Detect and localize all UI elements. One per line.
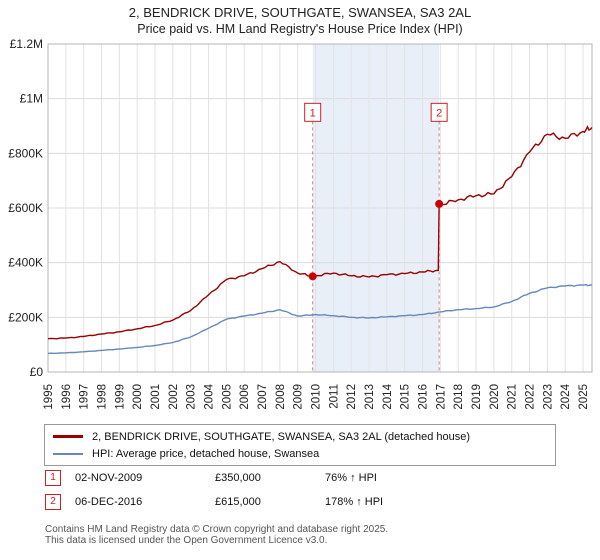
sale-1-marker-box: 1 [45, 470, 61, 486]
license-line-2: This data is licensed under the Open Gov… [45, 535, 328, 546]
legend-line-property [53, 435, 83, 438]
sale-point-dot [435, 199, 444, 208]
x-tick-label: 1997 [79, 384, 91, 410]
legend-label-hpi: HPI: Average price, detached house, Swan… [92, 447, 320, 460]
sale-marker-number: 1 [310, 107, 316, 119]
legend-line-hpi [53, 452, 83, 455]
x-tick-label: 2000 [132, 384, 144, 410]
page-title: 2, BENDRICK DRIVE, SOUTHGATE, SWANSEA, S… [128, 5, 472, 20]
x-tick-label: 2015 [400, 384, 412, 410]
sale-marker-box [304, 102, 322, 122]
x-tick-label: 2004 [204, 383, 216, 409]
x-tick-label: 2019 [471, 384, 483, 410]
y-tick-label: £1M [20, 92, 43, 106]
sale-row-2: 2 06-DEC-2016 £615,000 178% ↑ HPI [45, 494, 585, 510]
page-subtitle: Price paid vs. HM Land Registry's House … [137, 22, 463, 36]
legend-item-property: 2, BENDRICK DRIVE, SOUTHGATE, SWANSEA, S… [53, 428, 547, 445]
series-line-hpi [47, 283, 593, 355]
chart-titles: 2, BENDRICK DRIVE, SOUTHGATE, SWANSEA, S… [0, 5, 600, 37]
sale-2-marker-box: 2 [45, 494, 61, 510]
x-tick-label: 2013 [364, 384, 376, 410]
x-tick-label: 2014 [382, 383, 394, 409]
x-tick-label: 2021 [507, 384, 519, 410]
sale-row-1: 1 02-NOV-2009 £350,000 76% ↑ HPI [45, 470, 585, 486]
x-tick-label: 2007 [257, 384, 269, 410]
y-tick-label: £0 [30, 365, 44, 379]
x-tick-label: 2012 [346, 384, 358, 410]
x-tick-label: 2020 [489, 384, 501, 410]
sale-marker-box [430, 102, 448, 122]
y-tick-label: £800K [8, 146, 43, 160]
legend-label-property: 2, BENDRICK DRIVE, SOUTHGATE, SWANSEA, S… [92, 430, 471, 443]
y-tick-label: £1.2M [10, 37, 43, 51]
license-footer: Contains HM Land Registry data © Crown c… [45, 524, 388, 546]
x-tick-label: 2018 [453, 384, 465, 410]
x-tick-label: 2011 [328, 384, 340, 409]
x-tick-label: 1998 [97, 384, 109, 410]
series-line-property [47, 125, 593, 340]
license-line-1: Contains HM Land Registry data © Crown c… [45, 524, 389, 535]
x-tick-label: 2017 [435, 384, 447, 410]
x-tick-label: 2010 [311, 384, 323, 410]
x-tick-label: 2022 [525, 384, 537, 410]
y-tick-label: £200K [8, 310, 43, 324]
sale-1-date: 02-NOV-2009 [75, 472, 143, 484]
x-tick-label: 2009 [293, 384, 305, 410]
sale-1-hpi-change: 76% ↑ HPI [325, 472, 377, 484]
x-tick-label: 1999 [114, 384, 126, 410]
legend-item-hpi: HPI: Average price, detached house, Swan… [53, 445, 547, 462]
x-tick-label: 2002 [168, 384, 180, 410]
plot-border [47, 43, 593, 373]
price-history-chart: £0 £200K £400K £600K £800K £1M £1.2M 1995 1996 19… [8, 37, 593, 410]
x-tick-label: 2023 [542, 384, 554, 410]
sale-2-date: 06-DEC-2016 [75, 496, 143, 508]
sale-2-hpi-change: 178% ↑ HPI [325, 496, 384, 508]
chart-legend: 2, BENDRICK DRIVE, SOUTHGATE, SWANSEA, S… [44, 424, 556, 466]
x-tick-label: 1995 [43, 384, 55, 410]
sale-2-price: £615,000 [215, 496, 261, 508]
y-tick-label: £600K [8, 201, 43, 215]
sale-marker-number: 2 [436, 107, 442, 119]
x-tick-label: 2024 [560, 383, 572, 409]
x-tick-label: 2001 [150, 384, 162, 410]
x-tick-label: 2006 [239, 384, 251, 410]
x-tick-label: 2016 [418, 384, 430, 410]
x-tick-label: 2025 [578, 384, 590, 410]
x-tick-label: 1996 [61, 384, 73, 410]
y-tick-label: £400K [8, 256, 43, 270]
x-tick-label: 2008 [275, 384, 287, 410]
x-tick-label: 2005 [221, 384, 233, 410]
sale-1-price: £350,000 [215, 472, 261, 484]
sale-point-dot [308, 272, 317, 281]
x-tick-label: 2003 [186, 384, 198, 410]
